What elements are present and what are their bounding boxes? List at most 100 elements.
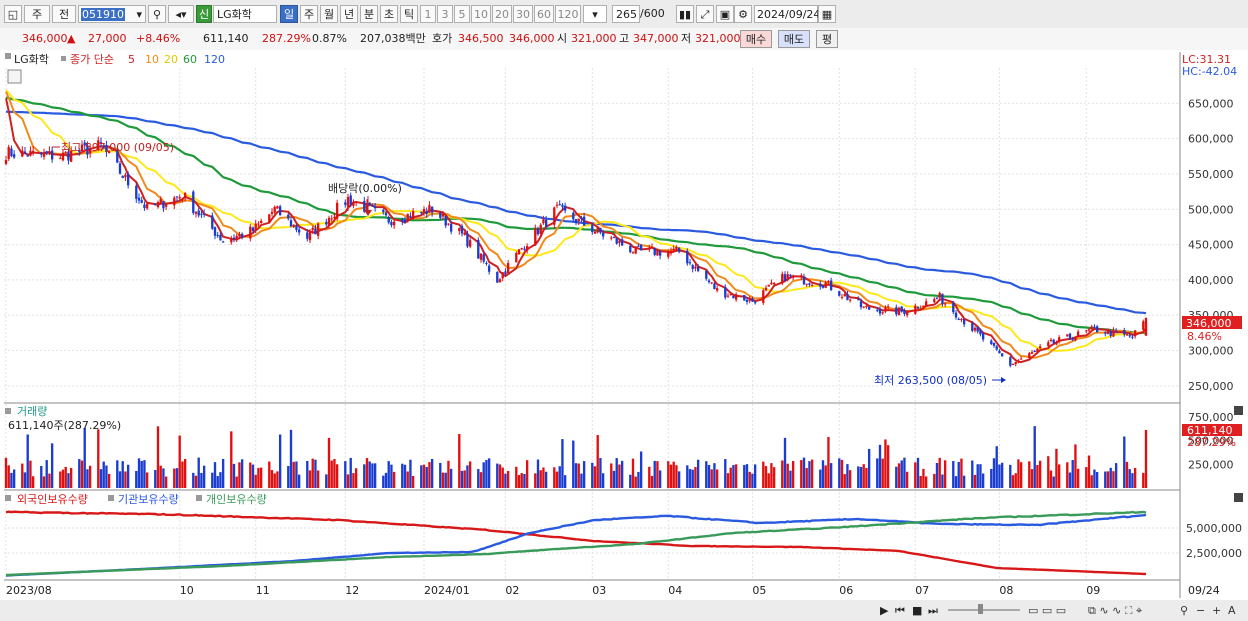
search-icon[interactable]: ⚲ [148, 5, 166, 23]
dividend-label: 배당락(0.00%) [328, 182, 402, 195]
volume-bar [126, 464, 130, 488]
font-size-icon[interactable]: A [1228, 604, 1236, 617]
stock-code-input[interactable]: 051910 ▾ [78, 5, 146, 23]
chevron-down-icon[interactable]: ▾ [592, 8, 598, 21]
candle-body [992, 342, 996, 346]
speaker-icon[interactable]: ◂▾ [168, 5, 194, 23]
candle-body [221, 241, 225, 243]
stop-icon[interactable]: ■ [912, 604, 922, 617]
candle-body [183, 192, 187, 198]
crosshair-icon[interactable]: ⤢ [696, 5, 714, 23]
interval-120[interactable]: 120 [555, 5, 581, 23]
volume-bar [124, 471, 127, 488]
price-change-pct: +8.46% [136, 32, 181, 45]
scroll-start-icon[interactable]: ⏮ [895, 604, 905, 617]
close-panel-icon[interactable] [1234, 406, 1243, 415]
volume-bar [634, 476, 637, 488]
volume-title: 거래량 [17, 405, 47, 418]
plus-icon[interactable]: + [1212, 604, 1221, 617]
candle-body [468, 240, 472, 247]
period-minute[interactable]: 분 [360, 5, 378, 23]
volume-bar [1014, 473, 1017, 488]
volume-bar [1076, 468, 1080, 488]
volume-bar [772, 467, 776, 488]
save-icon[interactable]: ▣ [716, 5, 734, 23]
period-year[interactable]: 년 [340, 5, 358, 23]
chart-canvas[interactable]: 650,000 600,000 550,000 500,000 450,000 400,0… [0, 50, 1248, 621]
table-icon[interactable] [7, 69, 22, 84]
volume-bar [884, 439, 887, 488]
interval-30[interactable]: 30 [513, 5, 533, 23]
period-month[interactable]: 월 [320, 5, 338, 23]
volume-bar [582, 461, 586, 488]
scroll-end-icon[interactable]: ⏭ [928, 604, 938, 617]
candle-body [373, 206, 377, 209]
period-second[interactable]: 초 [380, 5, 398, 23]
zoom-slider-handle[interactable] [978, 604, 983, 614]
chart-type-select[interactable]: 주 [24, 5, 50, 23]
candle-body [213, 227, 217, 236]
candle-icon[interactable]: ▮▮ [676, 5, 694, 23]
legend-ma120: 120 [204, 53, 225, 66]
close-panel-icon[interactable] [1234, 493, 1243, 502]
minus-icon[interactable]: − [1196, 604, 1205, 617]
candle-body [1017, 360, 1020, 362]
calendar-icon[interactable]: ▦ [818, 5, 836, 23]
volume-bar [116, 460, 119, 488]
volume-bar [840, 459, 844, 488]
eval-button[interactable]: 평 [816, 30, 838, 48]
candle-body [886, 306, 890, 308]
prev-button[interactable]: 전 [52, 5, 76, 23]
volume-bar [998, 464, 1001, 488]
candle-body [612, 237, 616, 239]
candle-body [154, 203, 157, 206]
period-tick[interactable]: 틱 [400, 5, 418, 23]
zoom-icon[interactable]: ⚲ [1180, 604, 1188, 617]
candle-body [325, 221, 328, 225]
candle-body [411, 210, 415, 219]
interval-20[interactable]: 20 [492, 5, 512, 23]
interval-5[interactable]: 5 [454, 5, 470, 23]
interval-1[interactable]: 1 [420, 5, 436, 23]
volume-bar [1036, 464, 1039, 488]
volume-bar [762, 461, 765, 488]
volume-bar [534, 473, 537, 488]
chevron-down-icon[interactable]: ▾ [136, 8, 142, 21]
candle-body [314, 228, 317, 235]
volume-bar [479, 472, 483, 488]
volume-bar [447, 460, 450, 488]
period-day[interactable]: 일 [280, 5, 298, 23]
candle-body [753, 302, 757, 304]
layout-icon[interactable]: ▭ ▭ ▭ [1028, 604, 1066, 617]
buy-button[interactable]: 매수 [740, 30, 772, 48]
sell-button[interactable]: 매도 [778, 30, 810, 48]
volume-bar [1109, 467, 1112, 488]
count-input[interactable]: 265 [612, 5, 640, 23]
volume-bar [1066, 462, 1069, 488]
interval-60[interactable]: 60 [534, 5, 554, 23]
period-week[interactable]: 주 [300, 5, 318, 23]
volume-bar [713, 463, 716, 488]
interval-10[interactable]: 10 [471, 5, 491, 23]
interval-3[interactable]: 3 [437, 5, 453, 23]
open-price: 321,000 [571, 32, 617, 45]
interval-select[interactable]: ▾ [583, 5, 607, 23]
drawing-tools-icon[interactable]: ⧉ ∿ ∿ ⛶ ⌖ [1088, 604, 1142, 617]
volume-bar [406, 471, 409, 488]
volume-bar [219, 472, 222, 488]
scroll-right-icon[interactable]: ▶ [880, 604, 889, 617]
window-icon[interactable]: ◱ [4, 5, 22, 23]
candle-body [67, 151, 70, 161]
volume-bar [349, 457, 352, 488]
stock-name-field[interactable]: LG화학 [213, 5, 277, 23]
up-arrow-icon: ▲ [67, 32, 76, 45]
date-input[interactable]: 2024/09/24 [754, 5, 820, 23]
candle-body [116, 151, 119, 163]
volume-bar [517, 475, 521, 488]
candle-body [83, 142, 86, 146]
candle-body [496, 271, 499, 283]
volume-bar [1095, 471, 1099, 488]
gear-icon[interactable]: ⚙ [734, 5, 752, 23]
candle-body [650, 247, 654, 249]
candle-body [121, 175, 124, 178]
